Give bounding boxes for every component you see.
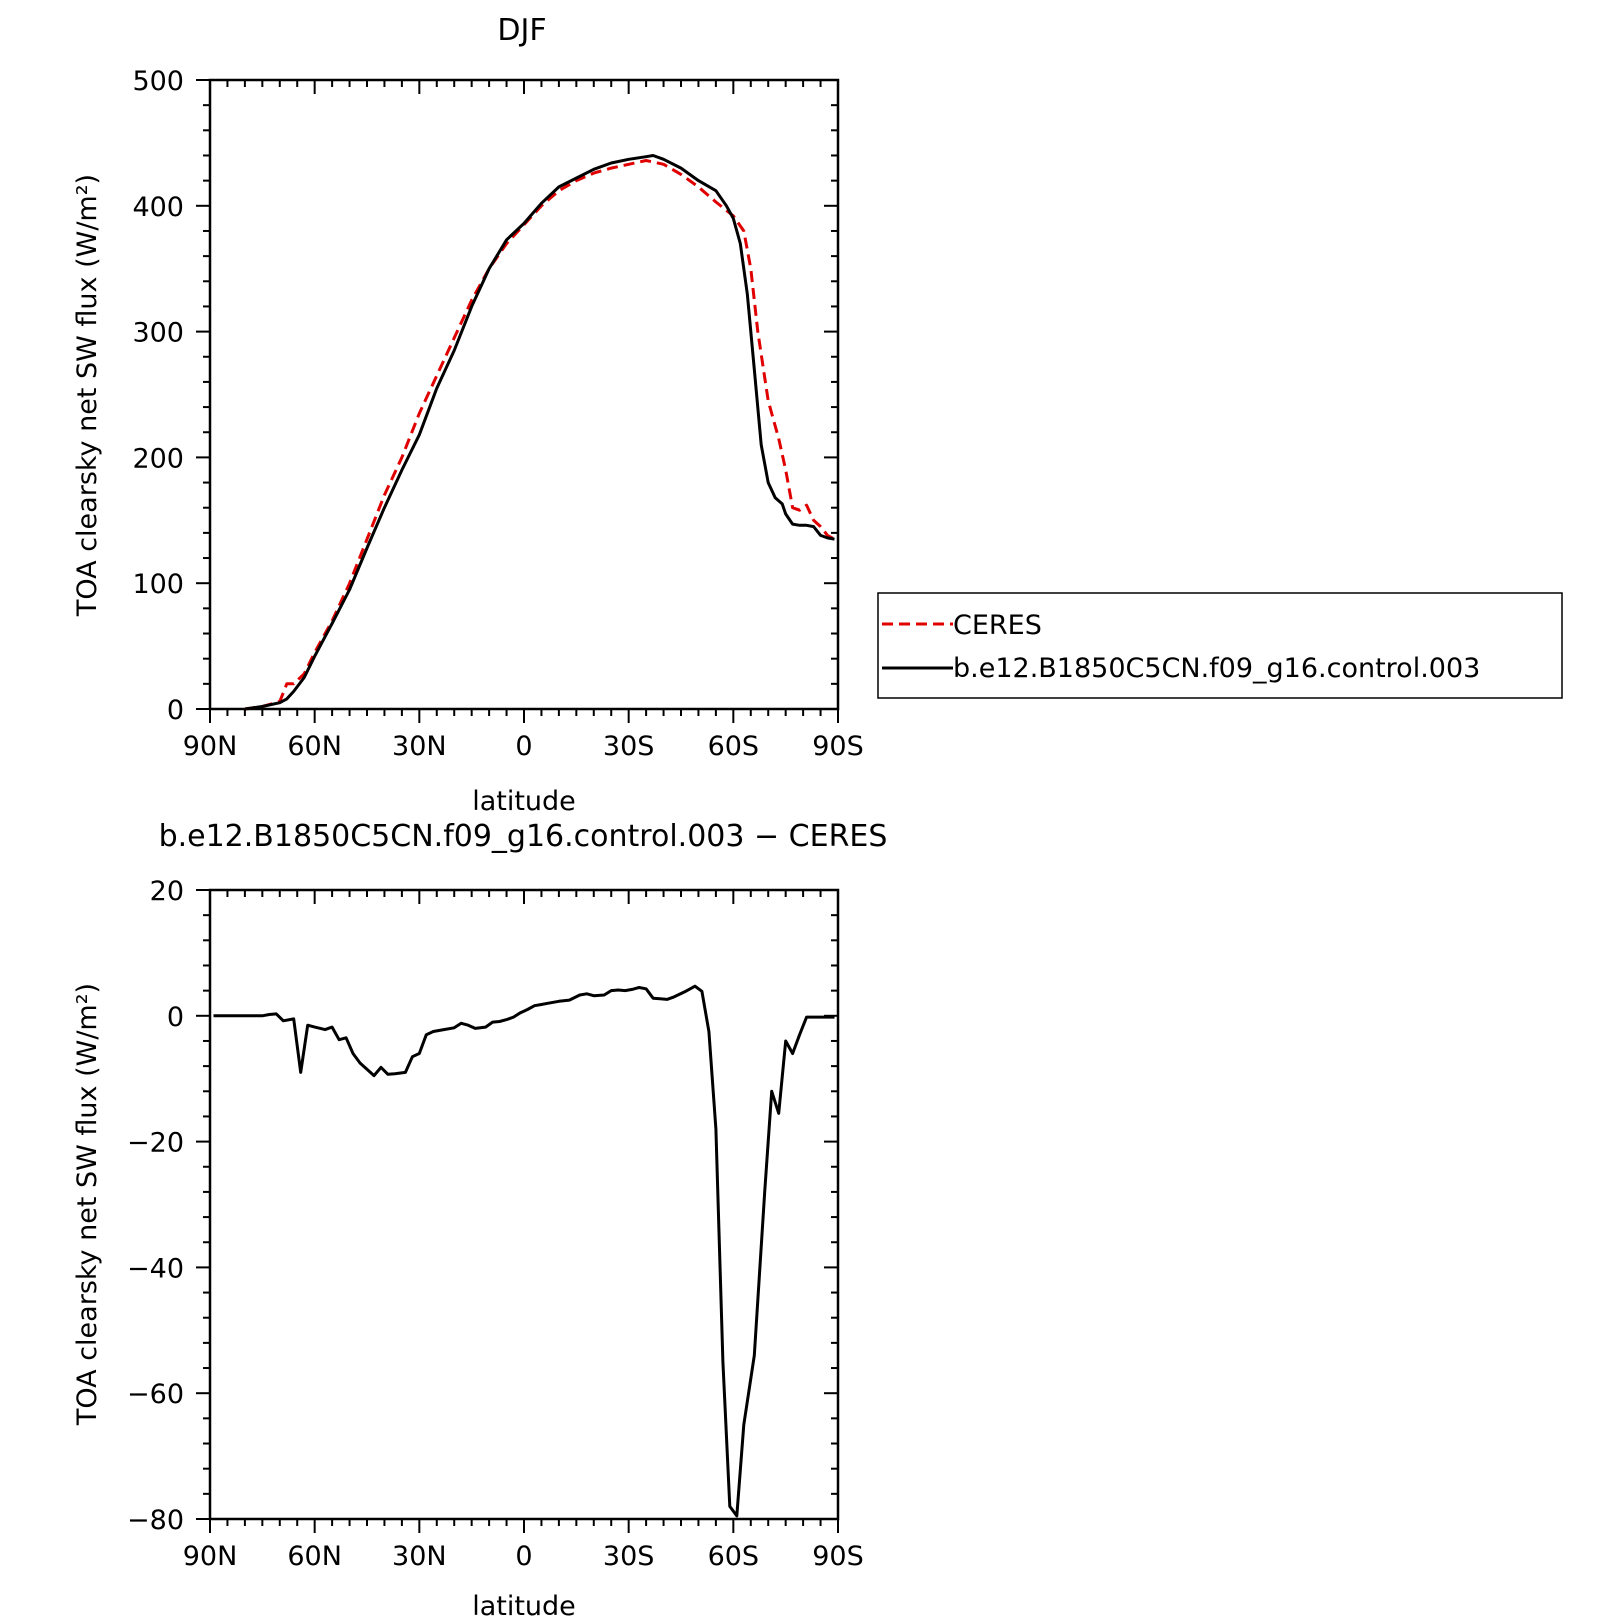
bottom-panel-x-tick-label: 90N <box>183 1541 238 1572</box>
top-panel-x-tick-label: 90N <box>183 731 238 762</box>
top-panel-x-axis-label: latitude <box>472 786 576 817</box>
top-panel-x-tick-label: 30N <box>392 731 447 762</box>
bottom-panel-y-axis-label: TOA clearsky net SW flux (W/m²) <box>72 983 103 1426</box>
top-panel: DJF 90N 60N 30N 0 30S 60S 90S 0 100 200 300 400 500… <box>72 13 864 817</box>
bottom-panel-x-tick-label: 60N <box>287 1541 342 1572</box>
bottom-panel-y-tick-label: 0 <box>167 1002 184 1033</box>
bottom-panel-series <box>213 984 835 1518</box>
top-panel-x-tick-label: 30S <box>603 731 655 762</box>
top-panel-y-tick-label: 200 <box>132 443 184 474</box>
bottom-panel-y-tick-labels: −80 −60 −40 −20 0 20 <box>127 876 184 1536</box>
top-panel-y-tick-label: 300 <box>132 318 184 349</box>
legend: CERES b.e12.B1850C5CN.f09_g16.control.00… <box>877 592 1563 699</box>
bottom-panel-y-tick-label: 20 <box>150 876 184 907</box>
top-panel-y-tick-label: 0 <box>167 695 184 726</box>
bottom-panel-x-tick-label: 30S <box>603 1541 655 1572</box>
bottom-panel-series-line-0 <box>213 984 835 1518</box>
top-panel-x-tick-label: 90S <box>812 731 864 762</box>
top-panel-y-tick-labels: 0 100 200 300 400 500 <box>132 66 184 726</box>
bottom-panel-x-tick-label: 0 <box>515 1541 532 1572</box>
top-panel-x-tick-label: 0 <box>515 731 532 762</box>
top-panel-series-line-1 <box>244 154 835 711</box>
legend-box <box>877 592 1563 699</box>
bottom-panel-y-tick-label: −20 <box>127 1128 184 1159</box>
bottom-panel-y-tick-label: −60 <box>127 1379 184 1410</box>
legend-label-ceres: CERES <box>953 610 1042 641</box>
top-panel-x-tick-label: 60N <box>287 731 342 762</box>
top-panel-y-tick-label: 500 <box>132 66 184 97</box>
top-panel-x-tick-labels: 90N 60N 30N 0 30S 60S 90S <box>183 731 864 762</box>
bottom-panel-ticks <box>196 889 839 1533</box>
bottom-panel: b.e12.B1850C5CN.f09_g16.control.003 − CE… <box>72 819 887 1619</box>
top-panel-x-tick-label: 60S <box>708 731 760 762</box>
bottom-panel-y-tick-label: −40 <box>127 1253 184 1284</box>
bottom-panel-x-axis-label: latitude <box>472 1591 576 1619</box>
bottom-panel-x-tick-labels: 90N 60N 30N 0 30S 60S 90S <box>183 1541 864 1572</box>
bottom-panel-x-tick-label: 60S <box>708 1541 760 1572</box>
bottom-panel-x-tick-label: 90S <box>812 1541 864 1572</box>
top-panel-series-line-0 <box>244 159 836 711</box>
top-panel-plot-frame <box>208 78 840 711</box>
top-panel-title: DJF <box>497 13 546 48</box>
top-panel-y-axis-label: TOA clearsky net SW flux (W/m²) <box>72 174 103 617</box>
legend-label-model: b.e12.B1850C5CN.f09_g16.control.003 <box>953 653 1480 684</box>
top-panel-ticks <box>196 79 839 723</box>
top-panel-y-tick-label: 100 <box>132 569 184 600</box>
top-panel-series <box>244 154 836 711</box>
bottom-panel-title: b.e12.B1850C5CN.f09_g16.control.003 − CE… <box>159 819 888 854</box>
bottom-panel-x-tick-label: 30N <box>392 1541 447 1572</box>
bottom-panel-y-tick-label: −80 <box>127 1505 184 1536</box>
top-panel-y-tick-label: 400 <box>132 192 184 223</box>
